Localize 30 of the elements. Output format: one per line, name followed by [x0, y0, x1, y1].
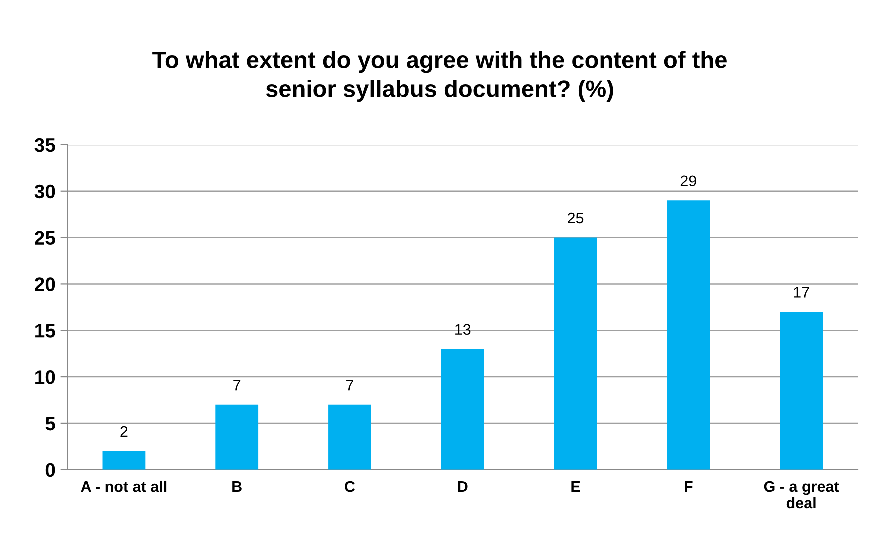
bar	[667, 200, 710, 470]
y-tick-label: 35	[34, 138, 56, 152]
bar	[328, 404, 372, 470]
y-tick-label: 10	[36, 370, 56, 384]
data-label: 17	[794, 287, 810, 298]
x-tick-label: G - a great deal	[764, 481, 840, 509]
data-label: 25	[568, 212, 584, 224]
x-tick-label: C	[345, 481, 356, 492]
x-tick-label: F	[685, 482, 693, 492]
data-label: 7	[234, 380, 241, 391]
data-label: 7	[346, 380, 354, 391]
x-tick-label: D	[458, 482, 468, 492]
x-tick-label: B	[232, 482, 242, 492]
y-tick-label: 30	[34, 184, 56, 199]
chart-title: To what extent do you agree with the content of the senior syllabus document? (%)	[152, 51, 727, 102]
bar	[216, 404, 259, 470]
y-tick-label: 15	[36, 324, 56, 338]
y-tick-label: 25	[35, 231, 56, 246]
y-tick-label: 20	[35, 278, 56, 292]
bar	[102, 451, 146, 470]
bar	[780, 312, 824, 470]
y-tick-label: 5	[46, 417, 56, 431]
data-label: 13	[456, 324, 471, 336]
data-label: 2	[120, 426, 128, 438]
bar	[554, 238, 598, 470]
bar	[441, 349, 484, 470]
y-tick-label: 0	[46, 463, 56, 478]
x-tick-label: A - not at all	[81, 480, 167, 492]
data-label: 29	[680, 176, 696, 187]
x-tick-label: E	[572, 482, 580, 492]
